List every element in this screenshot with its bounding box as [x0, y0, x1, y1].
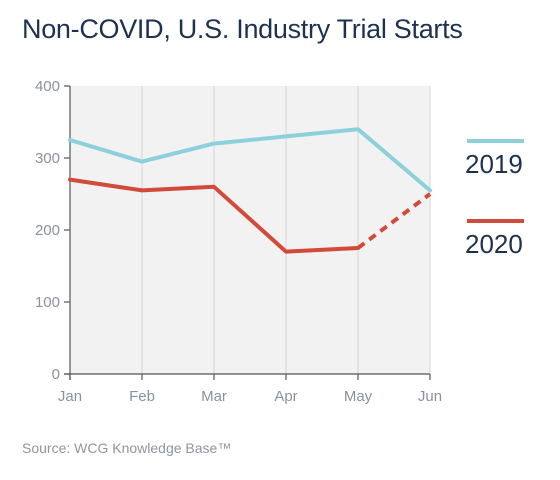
grid-lines	[141, 86, 431, 374]
x-tick-label-feb: Feb	[129, 388, 155, 405]
legend-label-2019: 2019	[465, 149, 523, 179]
axes: 0 100 200 300 400 Jan Feb Mar Apr May Jun	[35, 78, 442, 405]
x-tick-label-jun: Jun	[418, 388, 442, 405]
y-tick-label-300: 300	[35, 150, 60, 167]
y-tick-label-0: 0	[52, 366, 60, 383]
y-tick-label-200: 200	[35, 222, 60, 239]
source-note: Source: WCG Knowledge Base™	[22, 440, 232, 456]
y-tick-label-100: 100	[35, 294, 60, 311]
line-chart: 0 100 200 300 400 Jan Feb Mar Apr May Jun 2019 2020	[35, 78, 524, 405]
legend: 2019 2020	[465, 139, 524, 259]
series-line-2019	[68, 127, 432, 193]
series-lines	[68, 127, 432, 254]
legend-label-2020: 2020	[465, 229, 523, 259]
x-tick-label-mar: Mar	[201, 388, 227, 405]
y-tick-label-400: 400	[35, 78, 60, 95]
x-tick-label-jan: Jan	[58, 388, 82, 405]
series-line-2020-projected	[356, 192, 432, 250]
chart-title: Non-COVID, U.S. Industry Trial Starts	[22, 14, 463, 44]
x-tick-label-may: May	[344, 388, 373, 405]
x-tick-label-apr: Apr	[274, 388, 297, 405]
plot-background	[70, 86, 430, 374]
